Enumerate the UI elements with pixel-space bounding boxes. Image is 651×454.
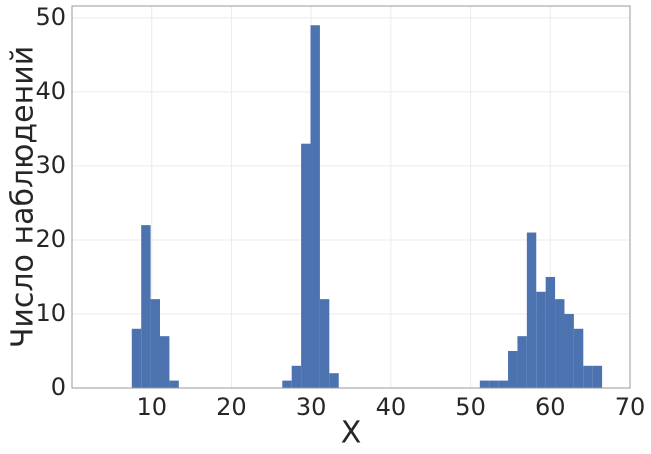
bar (131, 328, 142, 388)
y-tick-label: 50 (35, 3, 66, 31)
bar (291, 365, 302, 388)
x-axis-label: X (341, 416, 362, 451)
bar (526, 232, 537, 388)
x-tick-label: 70 (615, 393, 646, 421)
bar (141, 225, 151, 388)
x-tick-label: 20 (216, 393, 247, 421)
y-tick-label: 0 (51, 373, 66, 401)
bar (517, 336, 527, 388)
bar (573, 328, 584, 388)
bar (555, 299, 565, 388)
y-tick-label: 20 (35, 225, 66, 253)
bar (536, 291, 546, 388)
bar (498, 380, 509, 388)
bar (160, 336, 170, 388)
bar (150, 299, 161, 388)
bar (508, 350, 518, 388)
x-tick-label: 60 (535, 393, 566, 421)
bar (319, 299, 330, 388)
bar (545, 276, 556, 388)
bar (329, 373, 339, 388)
y-axis-label: Число наблюдений (6, 46, 41, 348)
y-tick-label: 40 (35, 77, 66, 105)
bar (592, 365, 603, 388)
x-tick-label: 40 (376, 393, 407, 421)
plot-frame (71, 5, 631, 389)
x-tick-label: 30 (296, 393, 327, 421)
y-tick-label: 10 (35, 299, 66, 327)
bar (583, 365, 593, 388)
bar (564, 313, 574, 388)
bar (489, 380, 499, 388)
bar (301, 143, 311, 388)
bar (479, 380, 490, 388)
bar (169, 380, 179, 388)
bar (282, 380, 292, 388)
y-tick-label: 30 (35, 151, 66, 179)
x-tick-label: 10 (136, 393, 167, 421)
bar (310, 25, 320, 389)
x-tick-label: 50 (455, 393, 486, 421)
